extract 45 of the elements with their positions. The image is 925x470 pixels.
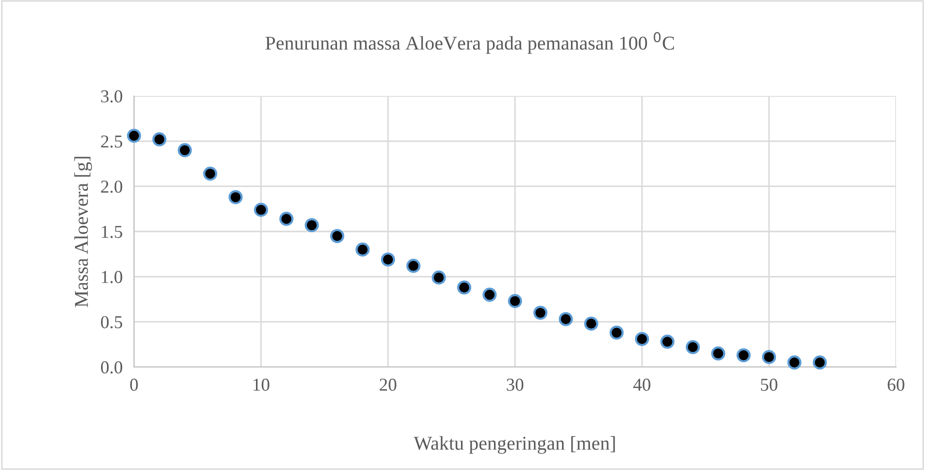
y-tick-label: 1.0 (102, 270, 122, 284)
point (406, 258, 420, 273)
point (634, 332, 650, 346)
x-axis-title: Waktu pengeringan [men] (414, 436, 615, 454)
point (380, 252, 396, 267)
point (812, 355, 827, 370)
point (178, 143, 192, 158)
y-tick-label: 2.0 (101, 180, 122, 193)
x-tick-label: 50 (761, 378, 778, 391)
point (686, 340, 700, 354)
y-tick-label: 2.5 (101, 135, 122, 148)
point (356, 242, 370, 257)
x-tick-label: 20 (380, 378, 396, 391)
x-tick-label: 30 (506, 378, 524, 391)
point (126, 128, 142, 143)
point (279, 212, 294, 226)
point (736, 348, 751, 362)
point (254, 202, 268, 217)
point (203, 166, 218, 181)
point (787, 355, 802, 370)
x-tick-label: 0 (130, 378, 138, 391)
point (584, 316, 598, 331)
point (228, 190, 243, 204)
y-tick-label: 0.0 (101, 361, 122, 374)
point (304, 218, 319, 232)
point (711, 346, 726, 361)
point (482, 288, 497, 302)
point (432, 270, 446, 285)
point (660, 334, 674, 349)
x-tick-label: 60 (888, 378, 904, 391)
y-axis-title: Massa Aloevera [g] (74, 156, 92, 308)
chart-title: Penurunan massa AloeVera pada pemanasan 100 $^{0}$C (266, 32, 674, 54)
point (533, 306, 548, 320)
point (762, 350, 776, 364)
point (457, 280, 472, 295)
point (610, 326, 624, 340)
x-tick-label: 10 (254, 378, 270, 391)
point (152, 132, 166, 146)
y-tick-label: 0.5 (101, 316, 122, 328)
point (508, 294, 522, 308)
x-tick-label: 40 (633, 378, 650, 391)
y-tick-label: 1.5 (102, 226, 122, 238)
y-tick-label: 3.0 (101, 90, 122, 103)
point (330, 228, 344, 244)
point (558, 312, 573, 326)
